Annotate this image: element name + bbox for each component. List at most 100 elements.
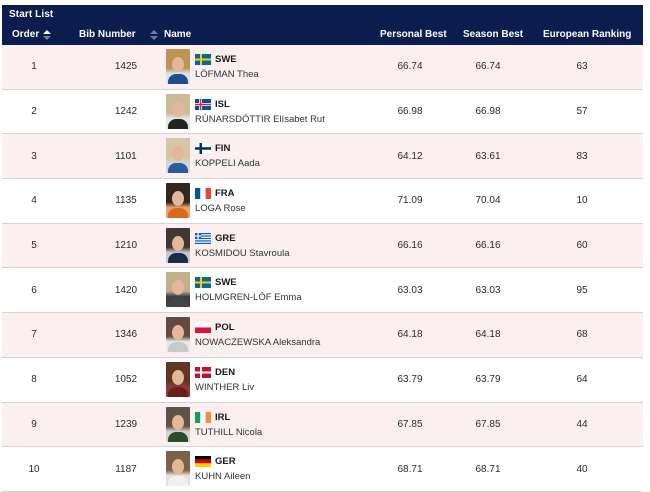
athlete-photo bbox=[166, 272, 190, 308]
column-header-european-ranking: European Ranking bbox=[543, 29, 631, 40]
athlete-photo bbox=[166, 406, 190, 442]
order-cell: 8 bbox=[31, 374, 37, 386]
athlete-name[interactable]: NOWACZEWSKA Aleksandra bbox=[195, 337, 321, 349]
pol-flag-icon bbox=[194, 321, 212, 334]
season-best-cell: 63.03 bbox=[475, 284, 501, 296]
personal-best-cell: 68.71 bbox=[397, 463, 423, 475]
european-ranking-cell: 64 bbox=[576, 374, 588, 386]
table-row[interactable]: 2 1242 ISL RÚNARSDÓTTIR Elísabet Rut 66.98 66… bbox=[2, 89, 643, 135]
order-cell: 3 bbox=[31, 150, 37, 162]
country-code: FRA bbox=[215, 188, 235, 200]
table-row[interactable]: 5 1210 GRE KOSMIDOU Stavroula 66.16 66.16 60 bbox=[2, 223, 643, 269]
season-best-cell: 68.71 bbox=[475, 463, 501, 475]
column-header-bib[interactable]: Bib Number bbox=[79, 29, 158, 40]
table-row[interactable]: 6 1420 SWE HOLMGREN-LÖF Emma 63.03 63.03 95 bbox=[2, 268, 643, 314]
country-code: ISL bbox=[215, 98, 230, 110]
column-label-european-ranking: European Ranking bbox=[543, 29, 632, 40]
bib-number-cell: 1346 bbox=[114, 329, 138, 341]
athlete-name[interactable]: LOGA Rose bbox=[195, 203, 246, 215]
order-cell: 2 bbox=[31, 106, 37, 118]
isl-flag-icon bbox=[195, 98, 211, 110]
order-cell: 9 bbox=[31, 418, 37, 430]
bib-number-cell: 1420 bbox=[114, 284, 138, 296]
country-code: GER bbox=[215, 456, 236, 468]
athlete-photo bbox=[166, 49, 190, 84]
column-header-name: Name bbox=[164, 29, 191, 40]
season-best-cell: 66.74 bbox=[475, 61, 501, 73]
personal-best-cell: 66.98 bbox=[397, 106, 423, 118]
table-row[interactable]: 7 1346 POL NOWACZEWSKA Aleksandra 64.18 64.18… bbox=[2, 313, 643, 358]
bib-number-cell: 1101 bbox=[115, 150, 137, 162]
column-header-personal-best: Personal Best bbox=[380, 29, 447, 40]
european-ranking-cell: 63 bbox=[576, 61, 588, 73]
bib-number-cell: 1239 bbox=[114, 418, 138, 430]
table-row[interactable]: 9 1239 IRL TUTHILL Nicola 67.85 67.85 44 bbox=[2, 402, 643, 448]
column-label-bib: Bib Number bbox=[79, 29, 136, 40]
athlete-name[interactable]: KUHN Aileen bbox=[195, 471, 251, 483]
personal-best-cell: 64.18 bbox=[397, 329, 423, 341]
table-title: Start List bbox=[9, 9, 54, 20]
table-body: 1 1425 SWE LÖFMAN Thea 66.74 66.74 63 2 1242 ISL R… bbox=[2, 45, 643, 492]
european-ranking-cell: 83 bbox=[576, 150, 588, 162]
table-row[interactable]: 1 1425 SWE LÖFMAN Thea 66.74 66.74 63 bbox=[2, 45, 643, 90]
bib-number-cell: 1210 bbox=[114, 240, 138, 252]
table-row[interactable]: 3 1101 FIN KOPPELI Aada 64.12 63.61 83 bbox=[2, 134, 643, 180]
column-header-order[interactable]: Order bbox=[12, 29, 52, 40]
table-row[interactable]: 10 1187 GER KUHN Aileen 68.71 68.71 40 bbox=[2, 447, 643, 492]
athlete-photo bbox=[166, 361, 190, 397]
irl-flag-icon bbox=[195, 411, 211, 423]
personal-best-cell: 63.03 bbox=[397, 284, 423, 296]
country-code: DEN bbox=[215, 366, 236, 378]
european-ranking-cell: 95 bbox=[576, 284, 588, 296]
personal-best-cell: 66.74 bbox=[397, 61, 423, 73]
season-best-cell: 63.79 bbox=[475, 374, 501, 386]
european-ranking-cell: 57 bbox=[576, 106, 588, 118]
order-cell: 10 bbox=[28, 463, 40, 475]
season-best-cell: 70.04 bbox=[475, 195, 501, 207]
country-code: SWE bbox=[215, 277, 237, 289]
column-header-season-best: Season Best bbox=[463, 29, 523, 40]
season-best-cell: 63.61 bbox=[475, 150, 501, 162]
athlete-name[interactable]: KOSMIDOU Stavroula bbox=[195, 247, 290, 259]
european-ranking-cell: 68 bbox=[576, 329, 588, 341]
order-cell: 4 bbox=[31, 195, 37, 207]
column-label-name: Name bbox=[164, 29, 192, 40]
order-cell: 1 bbox=[31, 61, 37, 73]
den-flag-icon bbox=[195, 366, 211, 378]
sort-icon bbox=[149, 29, 158, 40]
european-ranking-cell: 10 bbox=[576, 195, 588, 207]
table-row[interactable]: 4 1135 FRA LOGA Rose 71.09 70.04 10 bbox=[2, 179, 643, 224]
column-label-personal-best: Personal Best bbox=[380, 29, 447, 40]
athlete-name[interactable]: RÚNARSDÓTTIR Elísabet Rut bbox=[195, 113, 325, 125]
sort-ascending-icon bbox=[43, 29, 52, 40]
athlete-name[interactable]: KOPPELI Aada bbox=[195, 158, 260, 170]
season-best-cell: 66.98 bbox=[475, 106, 501, 118]
athlete-name[interactable]: HOLMGREN-LÖF Emma bbox=[195, 292, 302, 304]
athlete-photo bbox=[166, 93, 190, 129]
athlete-photo bbox=[166, 183, 190, 219]
order-cell: 5 bbox=[31, 240, 37, 252]
bib-number-cell: 1242 bbox=[114, 106, 138, 118]
season-best-cell: 66.16 bbox=[475, 240, 501, 252]
athlete-name[interactable]: WINTHER Liv bbox=[195, 381, 255, 393]
country-code: POL bbox=[215, 322, 235, 334]
bib-number-cell: 1187 bbox=[115, 463, 137, 475]
fra-flag-icon bbox=[195, 188, 211, 200]
personal-best-cell: 63.79 bbox=[397, 374, 423, 386]
ger-flag-icon bbox=[195, 456, 211, 468]
gre-flag-icon bbox=[195, 232, 211, 244]
bib-number-cell: 1135 bbox=[115, 195, 137, 207]
table-row[interactable]: 8 1052 DEN WINTHER Liv 63.79 63.79 64 bbox=[2, 357, 643, 403]
country-code: GRE bbox=[215, 232, 236, 244]
european-ranking-cell: 44 bbox=[576, 418, 588, 430]
swe-flag-icon bbox=[195, 277, 211, 289]
personal-best-cell: 66.16 bbox=[397, 240, 423, 252]
swe-flag-icon bbox=[195, 54, 211, 65]
fin-flag-icon bbox=[194, 143, 212, 155]
athlete-name[interactable]: TUTHILL Nicola bbox=[195, 426, 263, 438]
european-ranking-cell: 60 bbox=[576, 240, 588, 252]
athlete-photo bbox=[166, 317, 190, 353]
bib-number-cell: 1052 bbox=[114, 374, 138, 386]
athlete-name[interactable]: LÖFMAN Thea bbox=[195, 69, 259, 80]
